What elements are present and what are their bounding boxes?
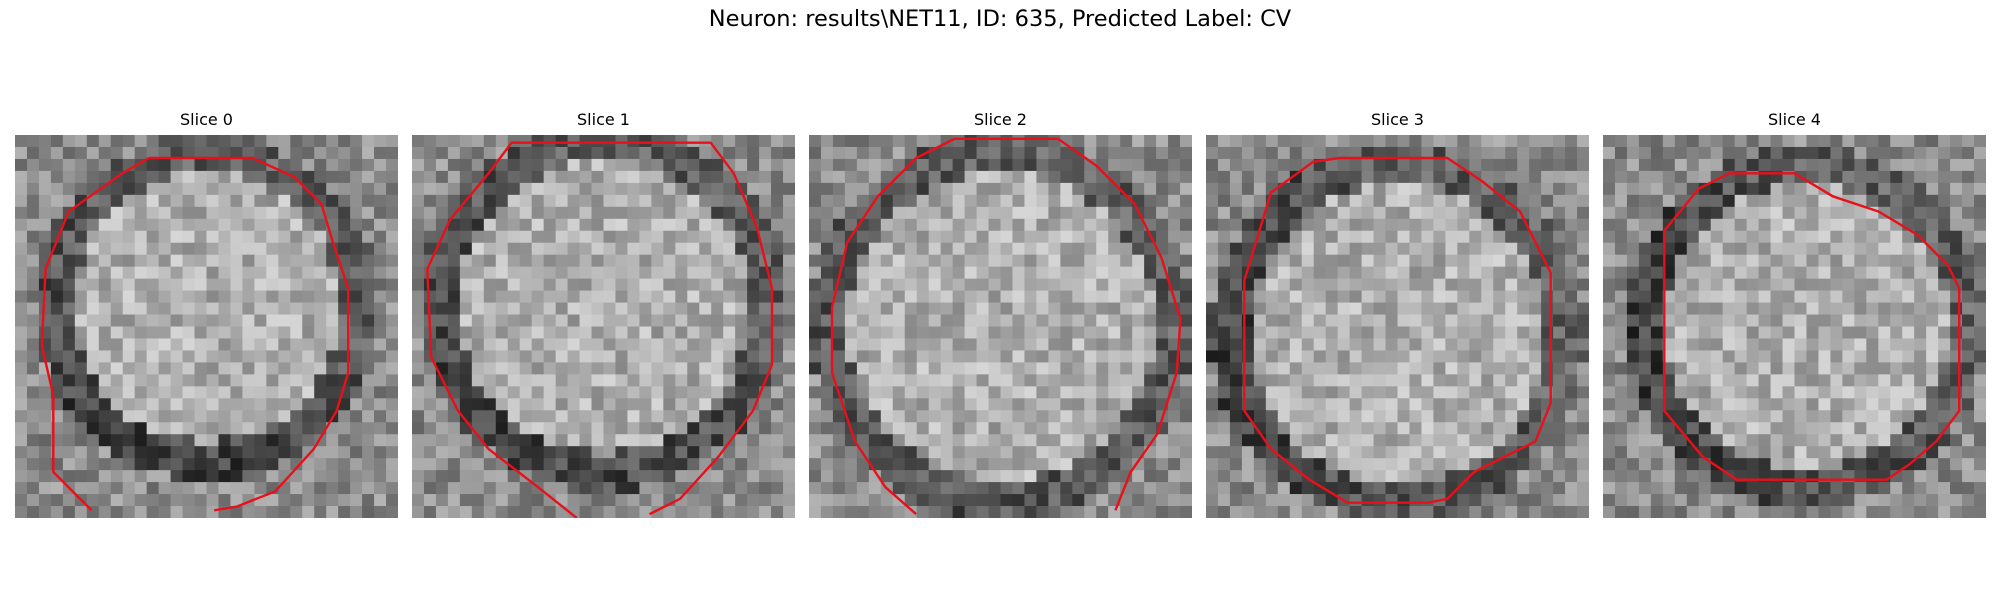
slice-svg-4 — [1603, 135, 1986, 518]
slice-title-4: Slice 4 — [1768, 110, 1821, 129]
segmentation-contour — [830, 137, 1182, 516]
slice-svg-3 — [1206, 135, 1589, 518]
grayscale-pixels — [809, 135, 1192, 518]
grayscale-pixels — [412, 135, 795, 518]
slice-svg-1 — [412, 135, 795, 518]
segmentation-contour — [426, 141, 774, 518]
segmentation-contour — [1243, 156, 1552, 504]
slice-image-1 — [412, 135, 795, 518]
figure-title: Neuron: results\NET11, ID: 635, Predicte… — [708, 6, 1292, 32]
slice-title-2: Slice 2 — [974, 110, 1027, 129]
slice-panel-4: Slice 4 — [1603, 108, 1986, 518]
slice-svg-0 — [15, 135, 398, 518]
slice-panel-1: Slice 1 — [412, 108, 795, 518]
slice-svg-2 — [809, 135, 1192, 518]
slice-title-3: Slice 3 — [1371, 110, 1424, 129]
slice-panel-2: Slice 2 — [809, 108, 1192, 518]
segmentation-contour — [1663, 172, 1961, 481]
grayscale-pixels — [1206, 135, 1589, 518]
grayscale-pixels — [15, 135, 398, 518]
slice-image-4 — [1603, 135, 1986, 518]
slice-panel-3: Slice 3 — [1206, 108, 1589, 518]
slice-title-0: Slice 0 — [180, 110, 233, 129]
grayscale-pixels — [1603, 135, 1986, 518]
slice-title-1: Slice 1 — [577, 110, 630, 129]
slice-image-3 — [1206, 135, 1589, 518]
slice-panel-0: Slice 0 — [15, 108, 398, 518]
slice-image-2 — [809, 135, 1192, 518]
segmentation-contour — [40, 156, 350, 512]
slice-image-0 — [15, 135, 398, 518]
